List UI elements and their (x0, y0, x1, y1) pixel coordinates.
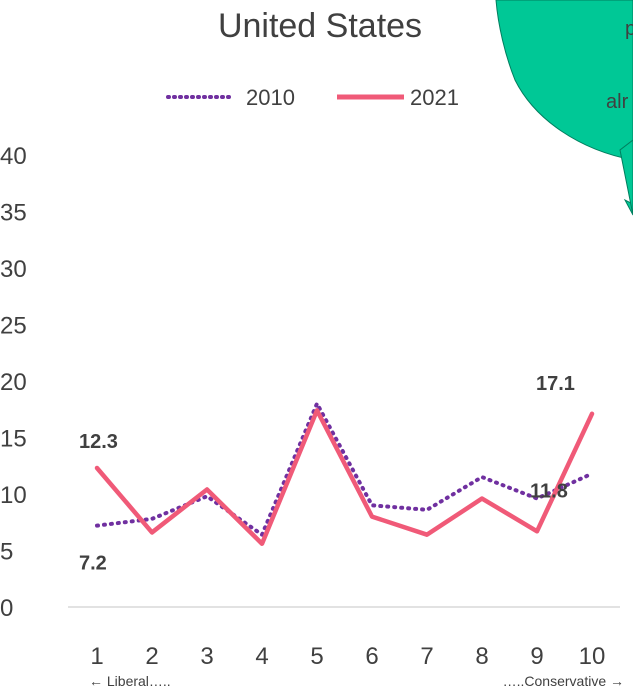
y-tick-label: 15 (0, 426, 27, 453)
x-tick-label: 4 (255, 643, 268, 670)
callout-bubble: p alr (495, 0, 633, 216)
series-line-2021 (94, 408, 595, 546)
y-axis: 0 5 10 15 20 25 30 35 40 (0, 143, 27, 622)
x-tick-label: 2 (145, 643, 158, 670)
callout-line-1: p (625, 18, 633, 40)
x-tick-label: 6 (365, 643, 378, 670)
data-label: 11.8 (530, 481, 568, 503)
y-tick-label: 35 (0, 200, 27, 227)
data-label: 17.1 (536, 373, 575, 395)
y-tick-label: 30 (0, 256, 27, 283)
series-lines (94, 401, 595, 546)
series-line-2010 (95, 401, 594, 537)
chart-title: United States (218, 7, 422, 45)
x-tick-label: 1 (90, 643, 103, 670)
y-tick-label: 40 (0, 143, 27, 170)
x-tick-label: 10 (579, 643, 606, 670)
x-tick-label: 3 (200, 643, 213, 670)
x-tick-label: 7 (420, 643, 433, 670)
y-tick-label: 0 (0, 595, 13, 622)
y-tick-label: 5 (0, 539, 13, 566)
x-tick-label: 9 (530, 643, 543, 670)
data-labels: 12.3 7.2 17.1 11.8 (79, 373, 575, 575)
callout-line-2: alr (606, 91, 629, 113)
legend-label-2010: 2010 (246, 85, 295, 110)
legend-label-2021: 2021 (410, 85, 459, 110)
data-label: 7.2 (79, 553, 107, 575)
x-axis: 1 2 3 4 5 6 7 8 9 10 (90, 643, 605, 670)
x-axis-right-end-label: …..Conservative → (503, 673, 624, 689)
y-tick-label: 10 (0, 482, 27, 509)
x-axis-left-end-label: ← Liberal….. (89, 673, 171, 689)
y-tick-label: 25 (0, 313, 27, 340)
x-tick-label: 8 (475, 643, 488, 670)
callout-tail (619, 139, 633, 216)
legend: 2010 2021 (166, 85, 459, 110)
x-tick-label: 5 (310, 643, 323, 670)
data-label: 12.3 (79, 431, 118, 453)
y-tick-label: 20 (0, 369, 27, 396)
